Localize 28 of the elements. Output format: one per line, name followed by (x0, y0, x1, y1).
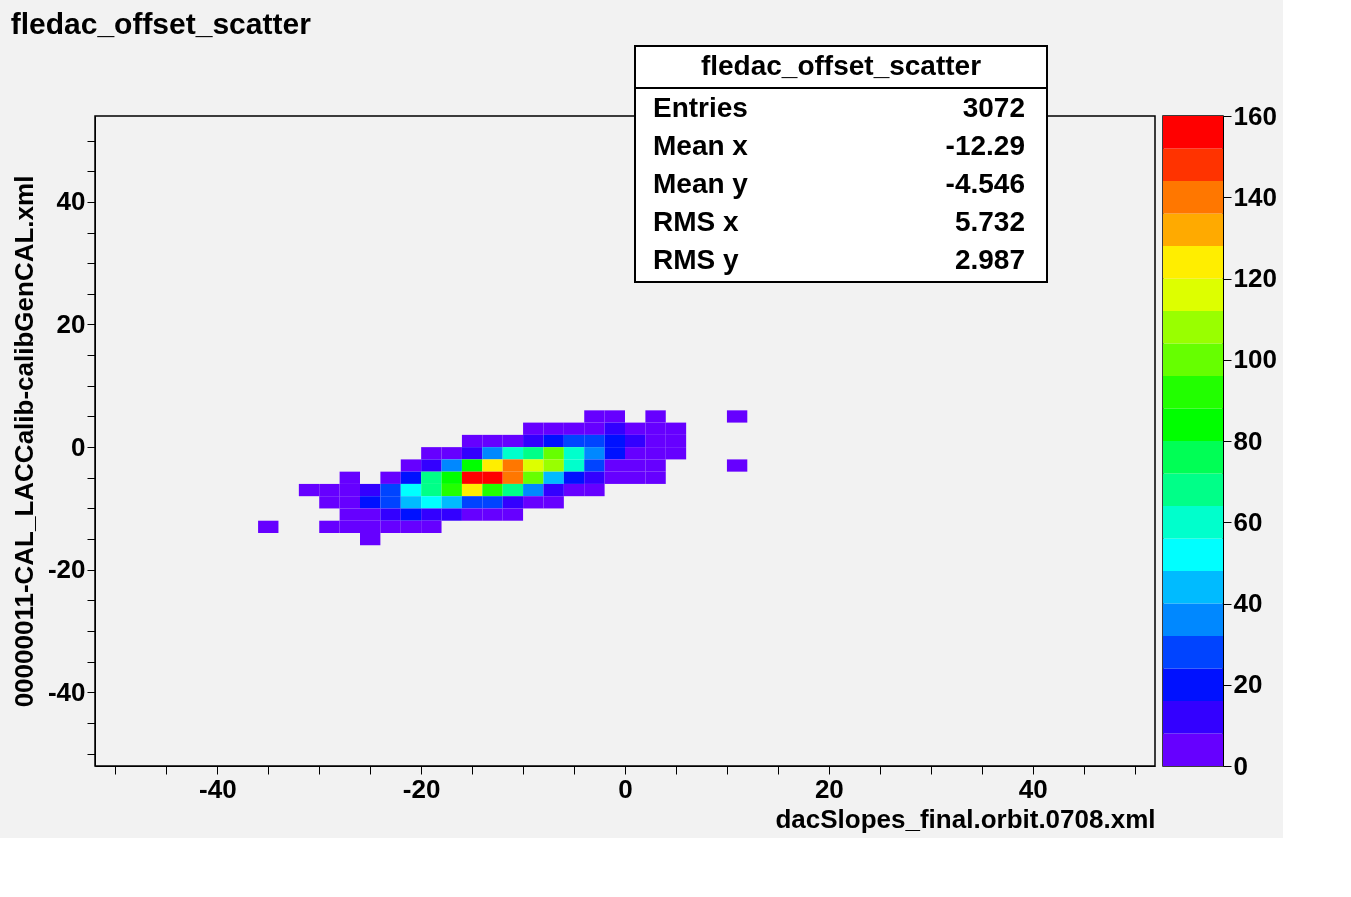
text: RMS x 5.732 (653, 206, 1025, 237)
color-bar-label: 0 (1233, 750, 1248, 781)
color-bar-label: 60 (1233, 506, 1263, 537)
y-axis-title: 00000011-CAL_LACCalib-calibGenCAL.xml (8, 175, 39, 708)
y-tick-label: 0 (71, 431, 86, 462)
color-bar-label: 120 (1233, 263, 1277, 293)
x-axis-title: dacSlopes_final.orbit.0708.xml (775, 803, 1156, 834)
text: Mean x -12.29 (653, 130, 1025, 161)
color-bar-label: 80 (1233, 425, 1263, 456)
color-bar-label: 140 (1233, 181, 1277, 212)
y-tick-label: -40 (47, 676, 86, 707)
y-tick-label: 20 (56, 308, 86, 339)
text: Entries 3072 (653, 92, 1025, 123)
text: RMS y 2.987 (653, 244, 1025, 275)
x-tick-label: -20 (402, 773, 441, 804)
text: Mean y -4.546 (653, 168, 1025, 199)
x-tick-label: 20 (814, 773, 844, 804)
color-bar-label: 100 (1233, 344, 1277, 375)
x-tick-label: -40 (199, 773, 237, 804)
color-bar-label: 160 (1233, 100, 1277, 131)
x-tick-label: 40 (1018, 773, 1048, 804)
y-tick-label: -20 (47, 554, 86, 585)
color-bar-label: 20 (1233, 669, 1263, 700)
chart-title: fledac_offset_scatter (10, 7, 312, 41)
y-tick-label: 40 (56, 186, 86, 217)
color-bar-label: 40 (1233, 588, 1263, 618)
text: fledac_offset_scatter (700, 50, 982, 81)
x-tick-label: 0 (618, 773, 633, 804)
